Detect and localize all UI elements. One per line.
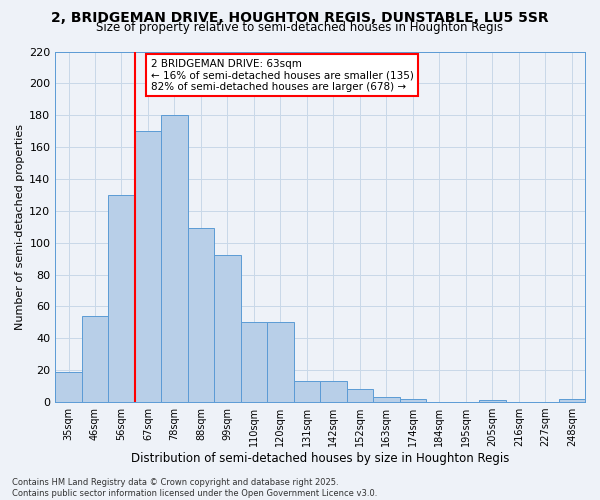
Bar bbox=[479, 400, 506, 402]
Bar bbox=[320, 382, 347, 402]
Bar bbox=[400, 399, 426, 402]
Bar bbox=[55, 372, 82, 402]
X-axis label: Distribution of semi-detached houses by size in Houghton Regis: Distribution of semi-detached houses by … bbox=[131, 452, 509, 465]
Bar bbox=[267, 322, 293, 402]
Bar bbox=[293, 382, 320, 402]
Text: 2 BRIDGEMAN DRIVE: 63sqm
← 16% of semi-detached houses are smaller (135)
82% of : 2 BRIDGEMAN DRIVE: 63sqm ← 16% of semi-d… bbox=[151, 58, 413, 92]
Bar bbox=[82, 316, 108, 402]
Bar bbox=[214, 256, 241, 402]
Text: Size of property relative to semi-detached houses in Houghton Regis: Size of property relative to semi-detach… bbox=[97, 21, 503, 34]
Bar bbox=[161, 115, 188, 402]
Bar bbox=[347, 390, 373, 402]
Text: Contains HM Land Registry data © Crown copyright and database right 2025.
Contai: Contains HM Land Registry data © Crown c… bbox=[12, 478, 377, 498]
Bar bbox=[559, 399, 585, 402]
Bar bbox=[373, 398, 400, 402]
Text: 2, BRIDGEMAN DRIVE, HOUGHTON REGIS, DUNSTABLE, LU5 5SR: 2, BRIDGEMAN DRIVE, HOUGHTON REGIS, DUNS… bbox=[51, 11, 549, 25]
Y-axis label: Number of semi-detached properties: Number of semi-detached properties bbox=[15, 124, 25, 330]
Bar bbox=[108, 195, 135, 402]
Bar bbox=[241, 322, 267, 402]
Bar bbox=[135, 131, 161, 402]
Bar bbox=[188, 228, 214, 402]
